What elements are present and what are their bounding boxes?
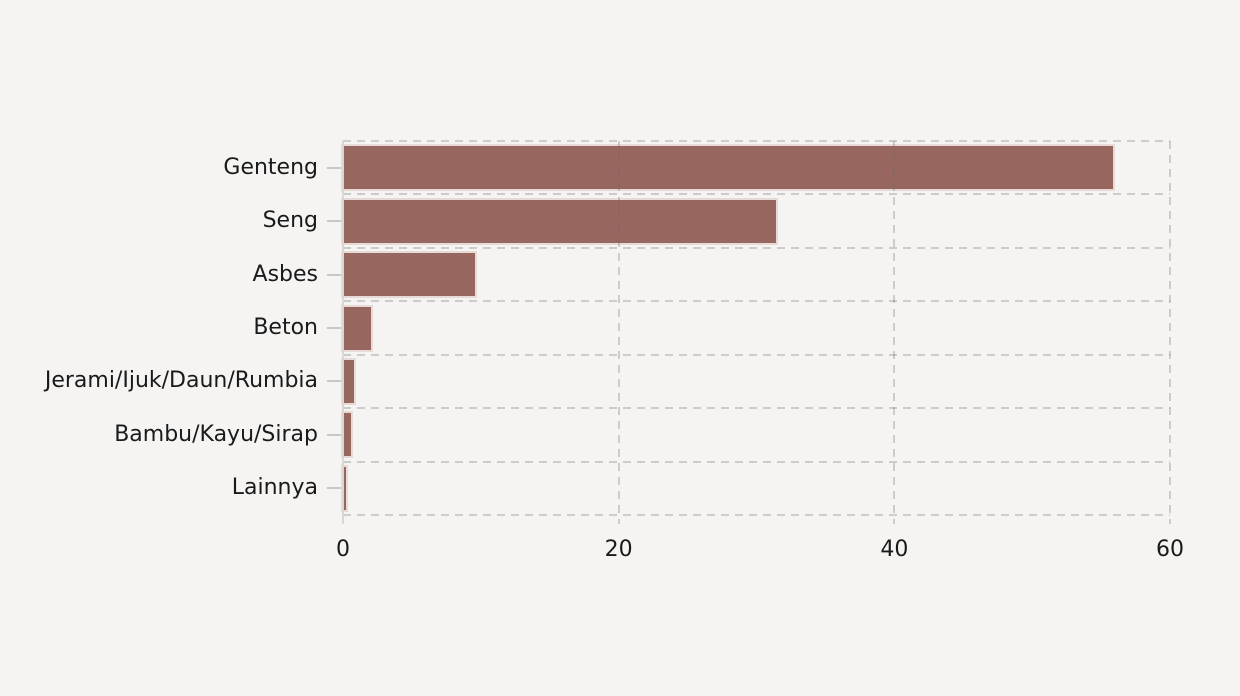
bar <box>343 253 476 297</box>
y-tick-mark <box>327 220 341 223</box>
grid-vline <box>1169 141 1171 524</box>
grid-hline <box>343 460 1170 463</box>
y-tick-mark <box>327 380 341 383</box>
y-tick-mark <box>327 487 341 490</box>
y-tick-mark <box>327 166 341 169</box>
category-label: Jerami/Ijuk/Daun/Rumbia <box>44 368 318 394</box>
grid-hline <box>343 140 1170 142</box>
category-label: Asbes <box>252 261 318 287</box>
grid-hline <box>343 193 1170 196</box>
category-label: Seng <box>262 208 318 234</box>
grid-hline <box>343 246 1170 249</box>
y-tick-mark <box>327 273 341 276</box>
grid-vline <box>893 141 896 524</box>
x-tick-label: 20 <box>604 537 633 562</box>
category-label: Beton <box>253 315 318 340</box>
bar <box>343 199 776 243</box>
grid-hline <box>343 407 1170 410</box>
bar <box>343 466 346 510</box>
y-tick-mark <box>327 327 341 329</box>
bar <box>343 359 355 403</box>
x-tick-label: 0 <box>336 537 350 562</box>
category-label: Lainnya <box>231 475 318 501</box>
grid-hline <box>343 353 1170 356</box>
grid-hline <box>343 514 1170 516</box>
bar <box>343 146 1114 190</box>
bar <box>343 413 351 457</box>
plot-area <box>327 140 1171 524</box>
category-label: Bambu/Kayu/Sirap <box>114 421 318 447</box>
grid-hline <box>343 300 1170 303</box>
category-label: Genteng <box>223 154 318 180</box>
bar <box>343 306 371 350</box>
grid-vline <box>617 141 620 524</box>
y-tick-mark <box>327 433 341 436</box>
x-tick-label: 60 <box>1156 537 1184 562</box>
x-tick-label: 40 <box>880 537 909 562</box>
grid-vline <box>342 141 344 524</box>
